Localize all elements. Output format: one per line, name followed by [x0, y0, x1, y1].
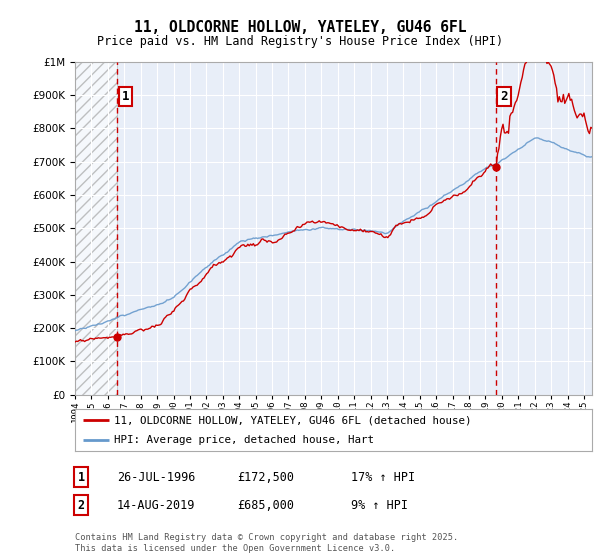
Text: 1: 1: [77, 470, 85, 484]
Text: This data is licensed under the Open Government Licence v3.0.: This data is licensed under the Open Gov…: [75, 544, 395, 553]
Text: 11, OLDCORNE HOLLOW, YATELEY, GU46 6FL: 11, OLDCORNE HOLLOW, YATELEY, GU46 6FL: [134, 20, 466, 35]
Text: Contains HM Land Registry data © Crown copyright and database right 2025.: Contains HM Land Registry data © Crown c…: [75, 533, 458, 542]
Text: 17% ↑ HPI: 17% ↑ HPI: [351, 470, 415, 484]
Text: 14-AUG-2019: 14-AUG-2019: [117, 498, 196, 512]
Text: 1: 1: [122, 90, 129, 103]
Text: 9% ↑ HPI: 9% ↑ HPI: [351, 498, 408, 512]
Text: HPI: Average price, detached house, Hart: HPI: Average price, detached house, Hart: [114, 435, 374, 445]
Text: £172,500: £172,500: [237, 470, 294, 484]
Text: 26-JUL-1996: 26-JUL-1996: [117, 470, 196, 484]
Bar: [75, 62, 117, 395]
Text: £685,000: £685,000: [237, 498, 294, 512]
Text: 2: 2: [77, 498, 85, 512]
Text: 11, OLDCORNE HOLLOW, YATELEY, GU46 6FL (detached house): 11, OLDCORNE HOLLOW, YATELEY, GU46 6FL (…: [114, 415, 471, 425]
Text: 2: 2: [500, 90, 508, 103]
Text: Price paid vs. HM Land Registry's House Price Index (HPI): Price paid vs. HM Land Registry's House …: [97, 35, 503, 48]
